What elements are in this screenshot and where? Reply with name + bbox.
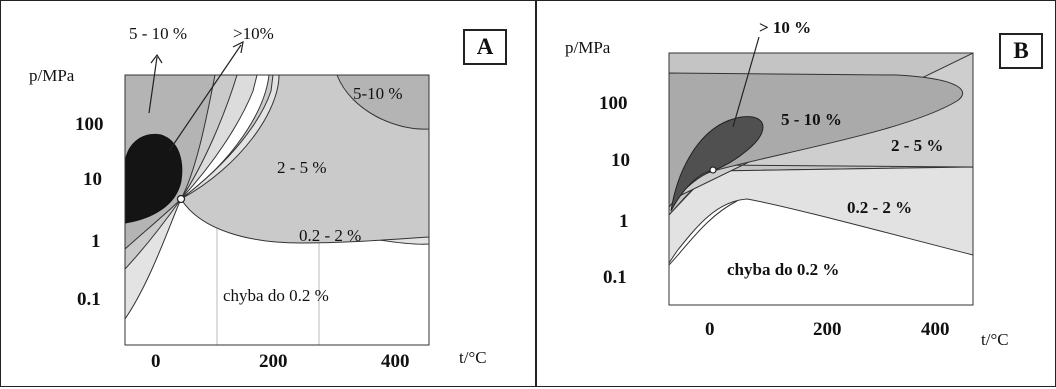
arrow-gt10-head (232, 40, 244, 54)
region-b-5-10 (668, 72, 964, 209)
ylabel-b: p/MPa (565, 38, 611, 57)
region-label-a-0-2-2: 0.2 - 2 % (299, 226, 361, 245)
xtick-b-200: 200 (813, 319, 842, 340)
xlabel-b: t/°C (981, 330, 1009, 349)
plot-frame-b (668, 52, 974, 306)
critical-point-b (709, 166, 717, 174)
chart-b-svg: > 10 % p/MPa 100 10 1 0.1 0 200 400 t/°C… (565, 18, 1009, 349)
region-label-b-below: chyba do 0.2 % (727, 260, 839, 279)
ytick-b-1: 1 (619, 211, 629, 232)
region-b-gt10 (670, 116, 764, 212)
region-label-a-2-5: 2 - 5 % (277, 158, 327, 177)
xtick-a-0: 0 (151, 351, 161, 372)
arrow-5-10-head (150, 53, 163, 64)
chart-panel-a: 5 - 10 % >10% p/MPa 100 10 1 0.1 0 200 4… (0, 0, 536, 387)
annotation-5-10: 5 - 10 % (129, 24, 187, 43)
ylabel-a: p/MPa (29, 66, 75, 85)
ytick-a-100: 100 (75, 114, 104, 135)
region-label-b-0-2-2: 0.2 - 2 % (847, 198, 912, 217)
region-b-wedge (668, 200, 738, 266)
arrow-5-10 (148, 56, 158, 114)
xtick-b-400: 400 (921, 319, 950, 340)
xlabel-a: t/°C (459, 348, 487, 367)
annotation-gt10: >10% (233, 24, 274, 43)
panel-label-b: B (999, 33, 1043, 69)
arrow-gt10 (168, 44, 242, 152)
region-label-b-5-10: 5 - 10 % (781, 110, 842, 129)
annotation-b-gt10: > 10 % (759, 18, 811, 37)
xtick-a-200: 200 (259, 351, 288, 372)
region-label-b-2-5: 2 - 5 % (891, 136, 943, 155)
plot-frame-a (124, 74, 430, 346)
ytick-a-1: 1 (91, 231, 101, 252)
chart-panel-b: > 10 % p/MPa 100 10 1 0.1 0 200 400 t/°C… (536, 0, 1056, 387)
ytick-b-100: 100 (599, 93, 628, 114)
ytick-a-0-1: 0.1 (77, 289, 101, 310)
region-a-gt10 (124, 133, 183, 224)
region-label-a-below: chyba do 0.2 % (223, 286, 329, 305)
ytick-b-10: 10 (611, 150, 630, 171)
xtick-a-400: 400 (381, 351, 410, 372)
panel-label-a: A (463, 29, 507, 65)
region-label-a-5-10: 5-10 % (353, 84, 403, 103)
chart-a-svg: 5 - 10 % >10% p/MPa 100 10 1 0.1 0 200 4… (29, 24, 487, 372)
annotation-arrows-a (148, 40, 244, 152)
annotation-line-b (732, 36, 760, 128)
ytick-b-0-1: 0.1 (603, 267, 627, 288)
xtick-b-0: 0 (705, 319, 715, 340)
ytick-a-10: 10 (83, 169, 102, 190)
critical-point-a (176, 194, 186, 204)
